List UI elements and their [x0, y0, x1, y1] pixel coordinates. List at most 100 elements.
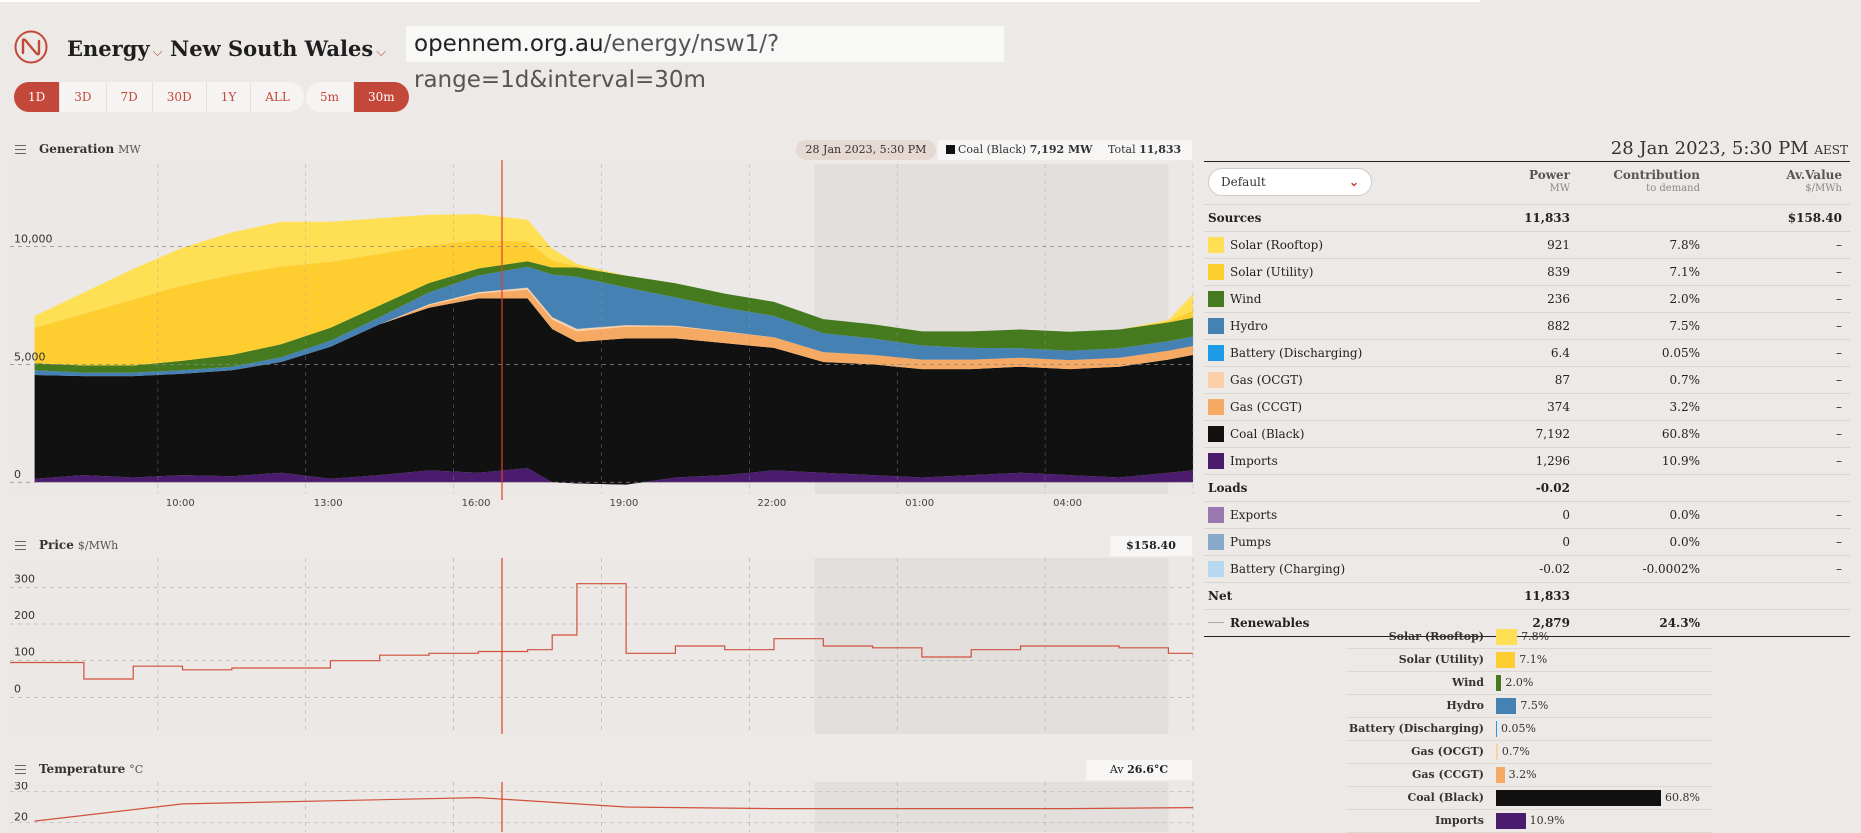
source-row-gas-ccgt[interactable]: Gas (CCGT) 374 3.2% –: [1204, 394, 1850, 421]
temperature-badge-label: Av: [1109, 763, 1124, 776]
hover-fuel: Coal (Black): [958, 143, 1027, 156]
fuel-swatch[interactable]: [1208, 237, 1224, 253]
bar-fill: [1496, 721, 1497, 737]
temperature-unit: °C: [129, 763, 144, 776]
col-contribution[interactable]: Contribution to demand: [1613, 168, 1700, 196]
range-all-button[interactable]: ALL: [265, 90, 290, 104]
bar-value: 0.7%: [1501, 745, 1530, 758]
col-avvalue-label: Av.Value: [1786, 168, 1842, 182]
energy-menu[interactable]: Energy ⌵: [67, 36, 162, 61]
fuel-swatch[interactable]: [1208, 372, 1224, 388]
table-tz: AEST: [1814, 143, 1848, 157]
row-label: Gas (CCGT): [1230, 400, 1303, 414]
row-avvalue: –: [1836, 373, 1842, 387]
row-power: 921: [1547, 238, 1570, 252]
y-tick-label: 10,000: [14, 233, 53, 246]
col-power[interactable]: Power MW: [1529, 168, 1570, 196]
source-row-hydro[interactable]: Hydro 882 7.5% –: [1204, 313, 1850, 340]
sources-label: Sources: [1208, 211, 1262, 225]
row-power: 6.4: [1550, 346, 1570, 360]
row-label: Solar (Rooftop): [1230, 238, 1324, 252]
load-row-battery-charging[interactable]: Battery (Charging) -0.02 -0.0002% –: [1204, 556, 1850, 583]
table-date: 28 Jan 2023, 5:30 PM AEST: [1200, 138, 1848, 159]
hover-date: 28 Jan 2023, 5:30 PM: [796, 140, 936, 160]
fuel-swatch[interactable]: [1208, 291, 1224, 307]
fuel-swatch[interactable]: [1208, 264, 1224, 280]
hover-values: Coal (Black) 7,192 MW Total 11,833 MW: [938, 140, 1192, 176]
fuel-swatch[interactable]: [1208, 453, 1224, 469]
region-menu[interactable]: New South Wales ⌵: [170, 36, 386, 61]
fuel-swatch[interactable]: [1208, 426, 1224, 442]
bar-row-hydro: Hydro 7.5%: [1346, 695, 1712, 718]
source-row-solar-utility[interactable]: Solar (Utility) 839 7.1% –: [1204, 259, 1850, 286]
row-contribution: 0.0%: [1669, 535, 1701, 549]
y-tick-label: 20: [14, 811, 28, 824]
row-power: 839: [1547, 265, 1570, 279]
fuel-swatch[interactable]: [1208, 345, 1224, 361]
generation-chart[interactable]: 10:0013:0016:0019:0022:0001:0004:0007:00…: [0, 160, 1195, 510]
source-row-coal-black[interactable]: Coal (Black) 7,192 60.8% –: [1204, 421, 1850, 448]
x-tick-label: 04:00: [1053, 498, 1082, 509]
interval-5m-button[interactable]: 5m: [306, 82, 355, 112]
bar-label: Solar (Rooftop): [1388, 630, 1484, 643]
range-30d-button[interactable]: 30D: [153, 82, 207, 112]
row-label: Gas (OCGT): [1230, 373, 1303, 387]
row-label: Pumps: [1230, 535, 1272, 549]
row-contribution: 3.2%: [1669, 400, 1701, 414]
range-1y-button[interactable]: 1Y: [207, 82, 252, 112]
price-title: Price $/MWh: [39, 538, 118, 552]
row-avvalue: –: [1836, 535, 1842, 549]
sources-power: 11,833: [1524, 211, 1570, 225]
area-gas-ccgt: [34, 289, 1194, 377]
sources-list: Solar (Rooftop) 921 7.8% – Solar (Utility) 83…: [1204, 232, 1850, 475]
col-power-unit: MW: [1549, 183, 1570, 194]
load-row-exports[interactable]: Exports 0 0.0% –: [1204, 502, 1850, 529]
price-menu-icon[interactable]: [15, 541, 26, 550]
fuel-swatch[interactable]: [1208, 561, 1224, 577]
bar-label: Wind: [1451, 676, 1484, 689]
source-row-solar-rooftop[interactable]: Solar (Rooftop) 921 7.8% –: [1204, 232, 1850, 259]
source-row-battery-discharging[interactable]: Battery (Discharging) 6.4 0.05% –: [1204, 340, 1850, 367]
y-tick-label: 30: [14, 782, 28, 792]
row-name: Solar (Utility): [1208, 259, 1313, 285]
opennem-logo-icon[interactable]: [14, 30, 48, 64]
hover-fuel-value: 7,192 MW: [1029, 143, 1093, 156]
grouping-select[interactable]: Default ⌄: [1208, 168, 1372, 196]
row-name: Battery (Charging): [1208, 556, 1345, 582]
load-row-pumps[interactable]: Pumps 0 0.0% –: [1204, 529, 1850, 556]
range-1d-button[interactable]: 1D: [14, 82, 61, 112]
row-power: 882: [1547, 319, 1570, 333]
source-row-wind[interactable]: Wind 236 2.0% –: [1204, 286, 1850, 313]
temperature-chart[interactable]: 30 20: [0, 782, 1195, 832]
fuel-swatch[interactable]: [1208, 399, 1224, 415]
bar-label: Coal (Black): [1407, 791, 1484, 804]
bar-fill: [1496, 813, 1526, 829]
price-chart[interactable]: 300 200 100 0: [0, 558, 1195, 734]
bar-fill: [1496, 767, 1505, 783]
range-7d-button[interactable]: 7D: [107, 82, 153, 112]
url-bar[interactable]: opennem.org.au/energy/nsw1/?range=1d&int…: [406, 26, 1004, 93]
fuel-swatch[interactable]: [1208, 534, 1224, 550]
url-path: /energy/nsw1/?range=1d&interval=30m: [414, 31, 780, 93]
interval-selector: 5m 30m: [306, 82, 409, 112]
renewables-label: Renewables: [1230, 616, 1310, 630]
x-tick-label: 22:00: [757, 498, 786, 509]
bar-label: Gas (CCGT): [1411, 768, 1484, 781]
col-avvalue-unit: $/MWh: [1805, 183, 1842, 194]
fuel-swatch[interactable]: [1208, 318, 1224, 334]
row-avvalue: –: [1836, 238, 1842, 252]
temperature-menu-icon[interactable]: [15, 765, 26, 774]
row-contribution: 2.0%: [1669, 292, 1701, 306]
source-row-gas-ocgt[interactable]: Gas (OCGT) 87 0.7% –: [1204, 367, 1850, 394]
range-3d-button[interactable]: 3D: [60, 82, 107, 112]
top-border: [0, 0, 1480, 2]
generation-menu-icon[interactable]: [15, 145, 26, 154]
bar-fill: [1496, 744, 1498, 760]
col-avvalue[interactable]: Av.Value $/MWh: [1786, 168, 1842, 196]
row-avvalue: –: [1836, 346, 1842, 360]
chevron-down-icon: ⌄: [1348, 175, 1359, 189]
bar-value: 2.0%: [1505, 676, 1534, 689]
fuel-swatch[interactable]: [1208, 507, 1224, 523]
source-row-imports[interactable]: Imports 1,296 10.9% –: [1204, 448, 1850, 475]
interval-30m-button[interactable]: 30m: [354, 82, 409, 112]
